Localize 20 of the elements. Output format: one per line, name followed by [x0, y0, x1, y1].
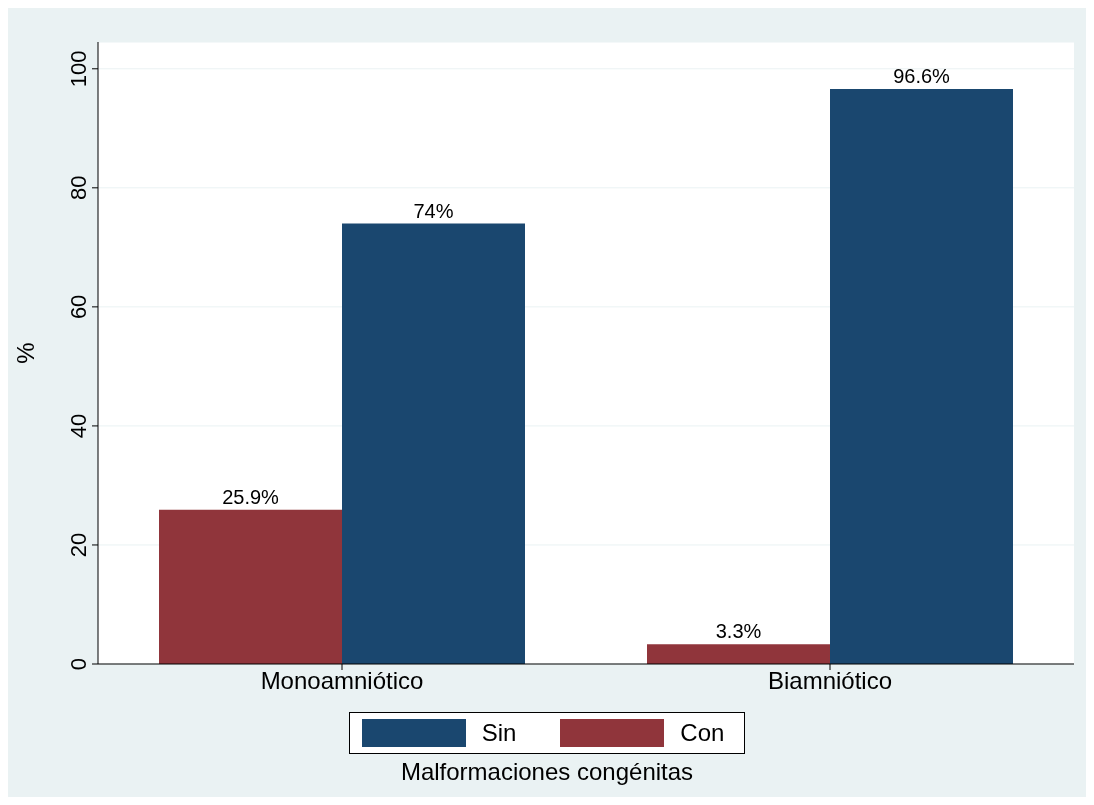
legend-label: Sin — [481, 719, 517, 747]
legend-label: Con — [680, 719, 725, 747]
data-label: 3.3% — [715, 620, 762, 643]
data-label: 25.9% — [222, 485, 280, 508]
y-axis-title: % — [11, 342, 39, 364]
y-tick-label: 80 — [66, 175, 91, 201]
data-label: 96.6% — [893, 65, 951, 88]
y-tick-label: 100 — [66, 50, 91, 88]
y-tick-label: 20 — [66, 532, 91, 558]
x-tick-label: Monoamniótico — [260, 667, 424, 695]
legend-title: Malformaciones congénitas — [400, 758, 694, 786]
y-tick-label: 0 — [66, 657, 91, 671]
bar — [159, 509, 342, 664]
y-tick-label: 60 — [66, 294, 91, 320]
data-label: 74% — [413, 199, 454, 222]
bar — [647, 644, 830, 664]
bar — [830, 89, 1013, 664]
bar — [342, 223, 525, 664]
x-tick-label: Biamniótico — [767, 667, 893, 695]
y-tick-label: 40 — [66, 413, 91, 439]
